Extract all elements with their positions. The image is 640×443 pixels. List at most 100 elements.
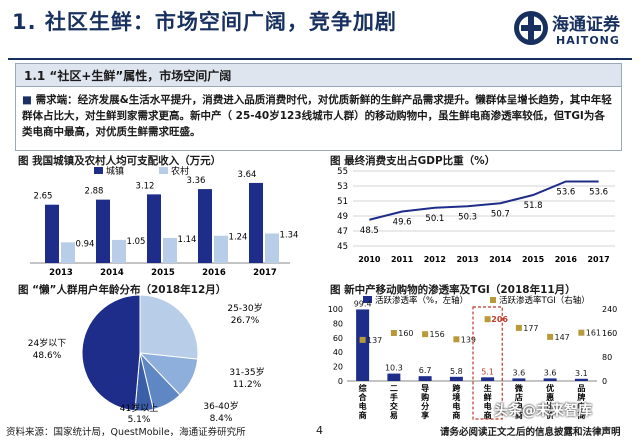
- slice-value-under-24: 48.6%: [33, 351, 62, 361]
- value-label-rural-2016: 1.24: [229, 233, 248, 243]
- tgi-label-1: 160: [398, 329, 413, 338]
- tgi-marker-6: [547, 333, 554, 340]
- value-label-rural-2015: 1.14: [178, 235, 197, 245]
- chart4-title: 图 新中产移动购物的渗透率及TGI（2018年11月）: [330, 284, 576, 296]
- y-tick-49: 49: [337, 212, 348, 222]
- x-tick-2013: 2013: [49, 268, 73, 278]
- source-note: 资料来源：国家统计局，QuestMobile，海通证券研究所: [6, 427, 246, 438]
- tgi-label-2: 156: [429, 330, 444, 339]
- disclaimer: 请务必阅读正文之后的信息披露和法律声明: [440, 427, 621, 438]
- value-label-2011: 49.6: [393, 218, 412, 228]
- x-tick-2014: 2014: [100, 268, 124, 278]
- bar-penetration-7: [574, 378, 588, 381]
- value-label-urban-2016: 3.36: [187, 176, 206, 186]
- value-label-2015: 51.8: [524, 201, 543, 211]
- x-tick-4: 生鲜电商: [484, 383, 492, 420]
- x-tick-3: 跨境电商: [452, 383, 461, 420]
- bar-urban-2017: [249, 182, 263, 263]
- value-label-urban-2013: 2.65: [34, 192, 53, 202]
- logo-text-cn: 海通证券: [552, 15, 620, 35]
- chart3-title: 图 “懒”人群用户年龄分布（2018年12月）: [18, 284, 227, 296]
- chart2-title: 图 最终消费支出占GDP比重（%）: [330, 155, 496, 167]
- y-tick-53: 53: [337, 182, 348, 192]
- slice-label-36-40: 36-40岁: [203, 400, 238, 412]
- tgi-marker-4: [484, 316, 491, 323]
- value-label-rural-2017: 1.34: [280, 231, 299, 241]
- y-left-tick-0: 0: [338, 377, 343, 386]
- bar-urban-2014: [96, 199, 110, 263]
- y-right-tick-160: 160: [602, 329, 617, 338]
- chart2-consumption-line: 45 47 49 51 53 55 48.5 2010 49.6 2011 50.1 2012 50.…: [337, 167, 615, 264]
- chart3-age-pie: 25-30岁 26.7% 31-35岁 11.2% 36-40岁 8.4% 41…: [28, 294, 265, 423]
- slice-label-25-30: 25-30岁: [227, 302, 262, 314]
- tgi-marker-1: [390, 330, 397, 336]
- penetration-label-0: 99.4: [354, 299, 372, 308]
- y-left-tick-80: 80: [333, 319, 343, 328]
- bar-penetration-5: [512, 378, 526, 381]
- pie-labels: 25-30岁 26.7% 31-35岁 11.2% 36-40岁 8.4% 41…: [28, 302, 265, 423]
- bar-urban-2015: [147, 194, 161, 263]
- bar-rural-2013: [61, 242, 75, 263]
- legend-marker-label: 活跃渗透率TGI（右轴）: [499, 295, 590, 306]
- legend-urban-swatch: [94, 167, 103, 174]
- y-tick-47: 47: [337, 227, 348, 237]
- logo-text-en: HAITONG: [556, 34, 620, 47]
- penetration-label-7: 3.1: [575, 369, 588, 378]
- tgi-label-7: 161: [586, 329, 601, 338]
- page-number: 4: [316, 424, 323, 437]
- y-left-tick-20: 20: [333, 363, 343, 372]
- pie-slice-4: [81, 294, 141, 412]
- slice-label-31-35: 31-35岁: [229, 366, 264, 378]
- chart4-penetration-tgi: 活跃渗透率（%，左轴） 活跃渗透率TGI（右轴） 0 20 40 60 80 100 0 80…: [328, 295, 618, 420]
- pie-slice-0: [139, 294, 199, 360]
- legend-marker-swatch: [490, 297, 496, 303]
- x-tick-2011: 2011: [391, 255, 414, 264]
- y-left-tick-60: 60: [333, 334, 343, 343]
- legend-bar-swatch: [363, 296, 372, 303]
- tgi-marker-0: [359, 336, 366, 343]
- slice-label-41-plus: 41岁以上: [120, 402, 158, 414]
- bar-penetration-6: [543, 378, 557, 381]
- penetration-label-5: 3.6: [513, 368, 526, 377]
- penetration-label-3: 5.8: [450, 367, 463, 376]
- slice-value-31-35: 11.2%: [233, 380, 262, 390]
- x-tick-2012: 2012: [424, 255, 446, 264]
- x-tick-5: 微店电商: [514, 383, 523, 420]
- y-right-tick-80: 80: [602, 353, 612, 362]
- y-right-tick-0: 0: [602, 377, 607, 386]
- value-label-rural-2014: 1.05: [127, 237, 146, 247]
- highlight-box-fresh-ecommerce: [472, 306, 503, 420]
- tgi-marker-3: [453, 336, 460, 343]
- y-left-tick-100: 100: [328, 305, 343, 314]
- bar-urban-2013: [45, 204, 59, 263]
- x-tick-2017: 2017: [253, 268, 277, 278]
- value-label-2010: 48.5: [360, 226, 379, 236]
- section-box: 1.1 “社区+生鲜”属性，市场空间广阔 ■ 需求端：经济发展&生活水平提升，消…: [15, 63, 622, 151]
- tgi-label-0: 137: [367, 336, 382, 345]
- penetration-label-6: 3.6: [544, 368, 557, 377]
- x-tick-2015: 2015: [522, 255, 545, 264]
- tgi-marker-5: [515, 324, 522, 331]
- slice-value-41-plus: 5.1%: [128, 415, 151, 423]
- y-left-tick-40: 40: [333, 348, 343, 357]
- chart4-legend: 活跃渗透率（%，左轴） 活跃渗透率TGI（右轴）: [363, 295, 590, 306]
- bar-penetration-4: [481, 377, 495, 381]
- slice-value-36-40: 8.4%: [210, 414, 233, 423]
- bar-penetration-0: [356, 309, 370, 381]
- bar-rural-2016: [214, 235, 228, 263]
- y-tick-51: 51: [337, 197, 348, 207]
- y-tick-45: 45: [337, 242, 348, 252]
- chart1-title: 图 我国城镇及农村人均可支配收入（万元）: [18, 155, 222, 167]
- x-tick-2010: 2010: [358, 255, 381, 264]
- bar-rural-2015: [163, 237, 177, 263]
- value-label-2016: 53.6: [556, 188, 575, 198]
- bar-penetration-1: [387, 373, 401, 381]
- chart1-income-bars: 城镇 农村 2.65 0.94 2013 2.88 1.05 2014 3.12 1.14 20…: [30, 165, 299, 278]
- x-tick-7: 品牌电商: [577, 384, 585, 420]
- tgi-label-5: 177: [523, 324, 538, 333]
- x-tick-2015: 2015: [151, 268, 175, 278]
- x-tick-0: 综合电商: [358, 383, 368, 420]
- slice-value-25-30: 26.7%: [231, 316, 260, 326]
- tgi-label-6: 147: [554, 333, 569, 342]
- company-logo: 海通证券 HAITONG: [512, 6, 632, 54]
